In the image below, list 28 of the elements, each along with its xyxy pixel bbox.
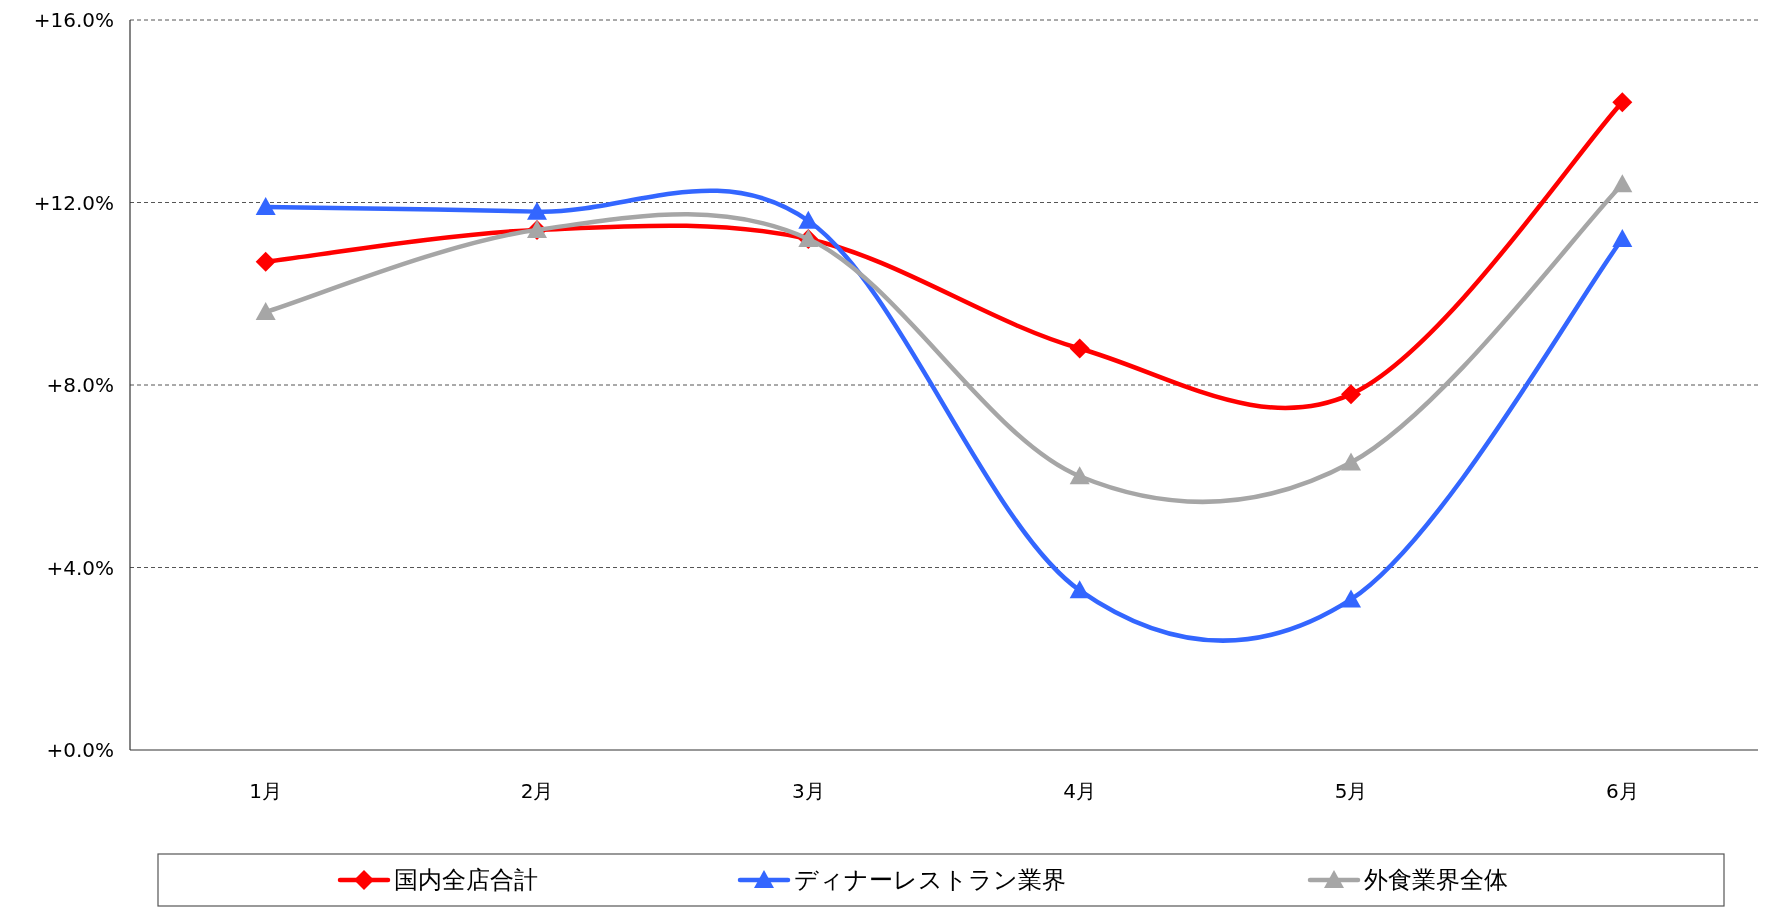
point [255,197,276,216]
y-tick-label: +12.0% [33,190,114,215]
point [255,302,276,320]
x-tick-label: 5月 [1334,779,1368,803]
point [1612,229,1633,247]
point [1341,384,1361,405]
point [1612,92,1633,113]
y-tick-label: +16.0% [33,8,114,32]
x-tick-label: 6月 [1605,779,1639,803]
legend-label: 国内全店合計 [394,866,538,894]
point [1341,589,1361,608]
point [255,251,276,272]
point [798,210,819,229]
legend-label: ディナーレストラン業界 [794,866,1066,894]
x-tick-label: 1月 [249,779,283,803]
y-tick-label: +4.0% [46,555,114,580]
x-tick-label: 3月 [791,779,825,803]
legend-label: 外食業界全体 [1364,866,1508,894]
point [1069,338,1090,359]
point [1069,580,1090,599]
x-tick-label: 2月 [520,779,554,803]
point [1612,174,1633,193]
y-tick-label: +8.0% [46,373,114,397]
point [1341,452,1361,471]
y-tick-label: +0.0% [46,738,114,762]
point [527,201,547,220]
x-tick-label: 4月 [1063,779,1097,803]
point [1069,466,1090,485]
